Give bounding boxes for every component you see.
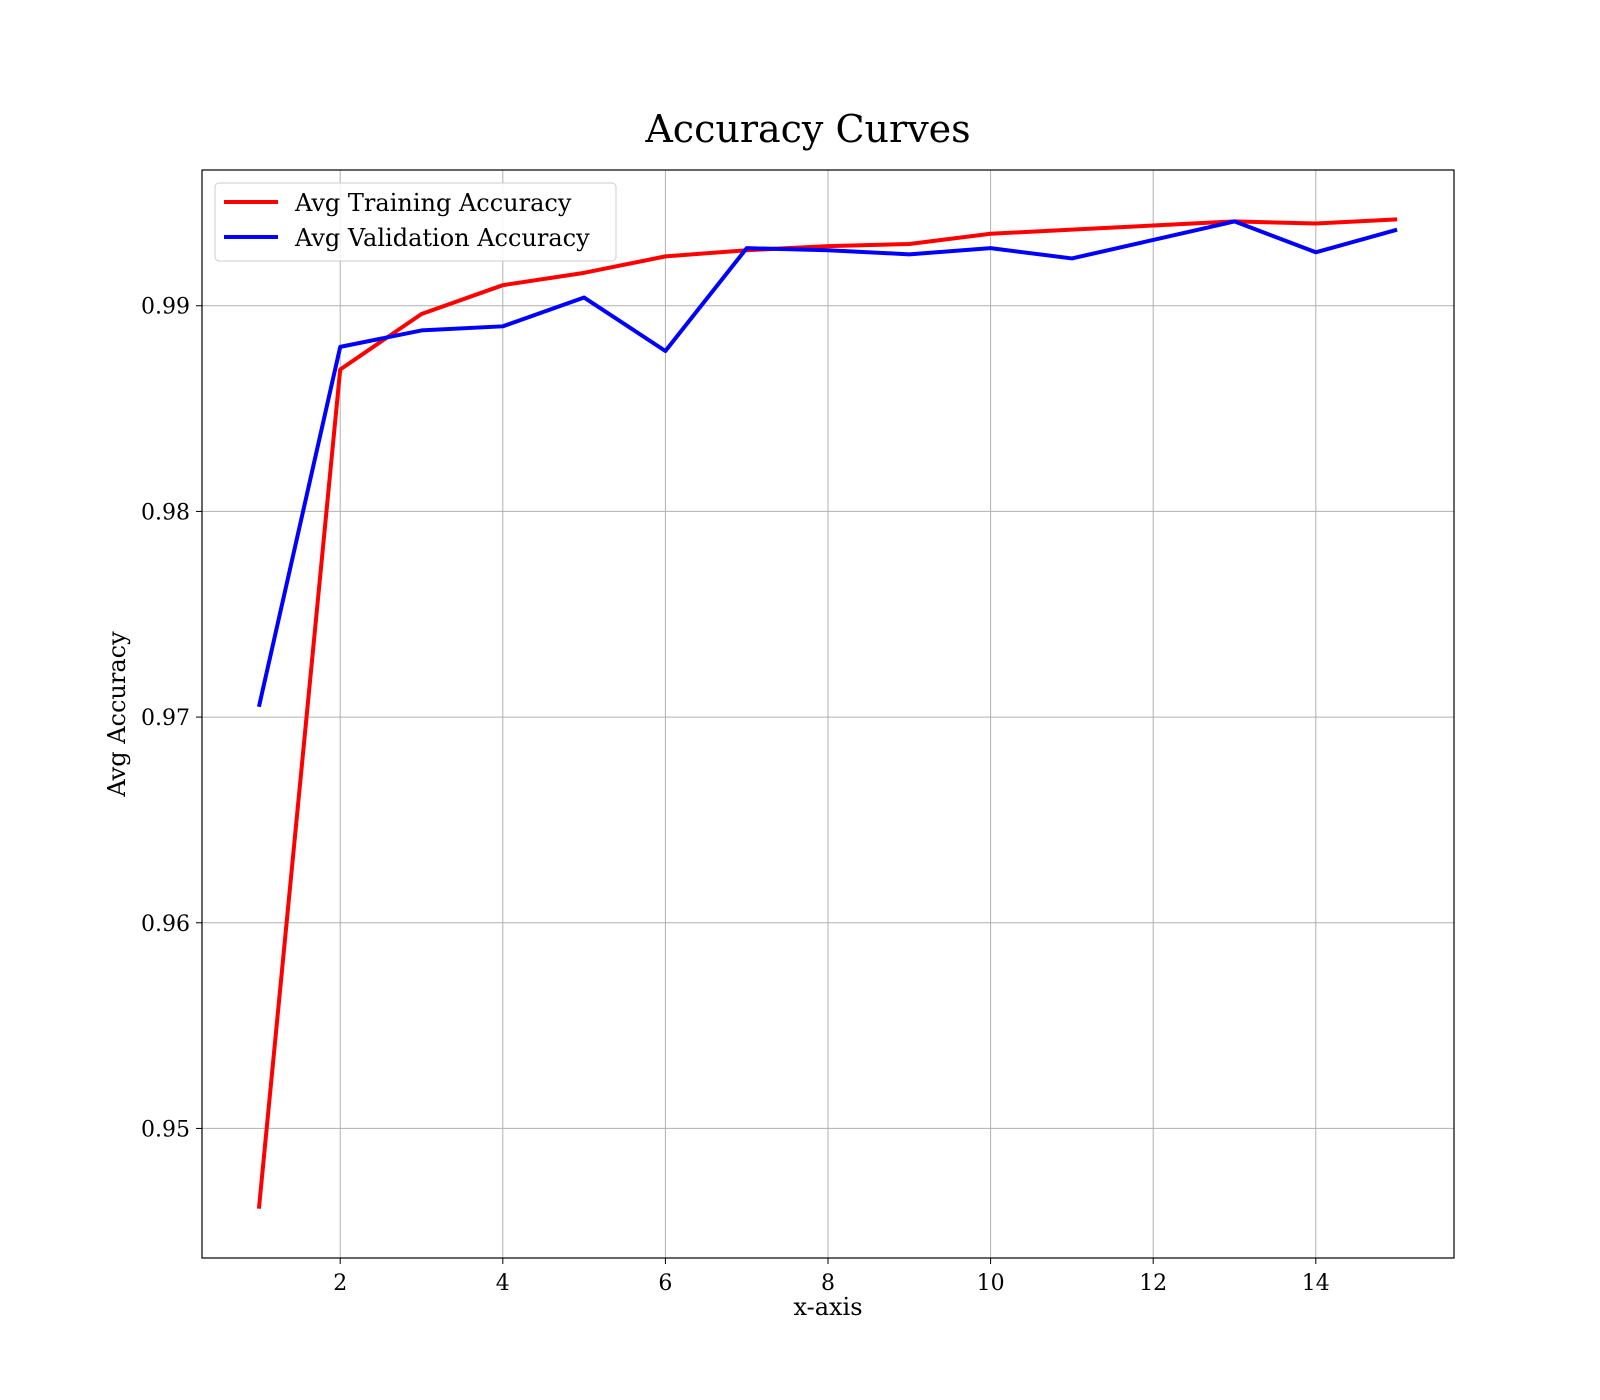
legend: Avg Training Accuracy Avg Validation Acc… [214,182,617,262]
x-tick-label: 8 [821,1271,835,1296]
series-lines [256,217,1398,1209]
y-tick-label: 0.96 [141,912,190,937]
legend-label-training: Avg Training Accuracy [294,189,572,217]
axis-ticks: 2 4 6 8 10 12 14 0.95 0.96 0.97 0.98 0.99 [141,295,1330,1296]
x-tick-label: 2 [333,1271,347,1296]
x-tick-label: 10 [977,1271,1005,1296]
legend-label-validation: Avg Validation Accuracy [294,224,590,252]
x-tick-label: 14 [1302,1271,1330,1296]
validation-accuracy-line [256,219,1398,708]
y-tick-label: 0.97 [141,706,190,731]
x-axis-label: x-axis [793,1293,862,1321]
training-accuracy-line [256,217,1398,1209]
x-tick-label: 12 [1139,1271,1167,1296]
y-tick-label: 0.98 [141,500,190,525]
legend-box [214,182,617,262]
x-tick-label: 6 [658,1271,672,1296]
x-tick-label: 4 [496,1271,510,1296]
y-tick-label: 0.95 [141,1117,190,1142]
chart-title: Accuracy Curves [644,107,970,151]
y-axis-label: Avg Accuracy [103,631,131,798]
y-tick-label: 0.99 [141,295,190,320]
